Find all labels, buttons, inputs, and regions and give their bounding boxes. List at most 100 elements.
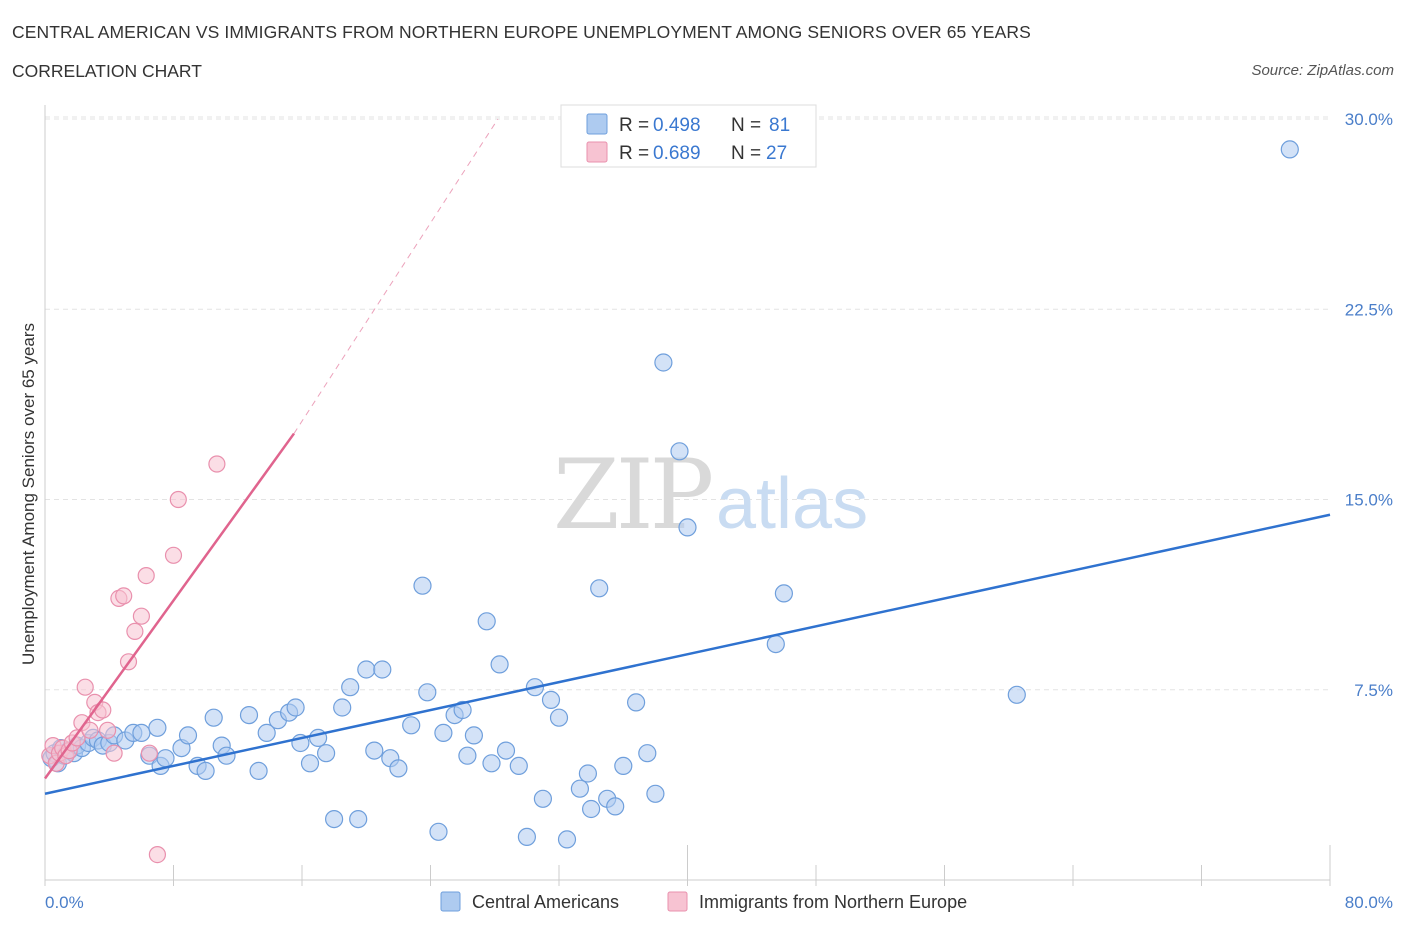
central-american-point-17 bbox=[132, 723, 151, 743]
central-american-point-47 bbox=[389, 759, 408, 778]
central-american-point-36 bbox=[300, 754, 320, 773]
central-american-point-21 bbox=[156, 749, 175, 768]
y-axis-title: Unemployment Among Seniors over 65 years bbox=[19, 323, 38, 665]
central-american-point-57 bbox=[477, 612, 496, 631]
northern-europe-point-10 bbox=[76, 678, 94, 696]
northern-europe-point-24 bbox=[148, 845, 166, 864]
trend-line-northern-europe bbox=[43, 432, 295, 780]
source-label: Source: ZipAtlas.com bbox=[1251, 62, 1394, 79]
central-american-point-31 bbox=[257, 723, 276, 743]
central-american-point-75 bbox=[626, 693, 646, 712]
central-american-point-41 bbox=[341, 678, 360, 697]
central-american-point-51 bbox=[429, 822, 448, 841]
central-american-point-38 bbox=[317, 744, 336, 763]
central-american-point-68 bbox=[570, 779, 590, 798]
central-american-point-52 bbox=[434, 723, 453, 743]
central-american-point-44 bbox=[365, 741, 384, 760]
central-american-point-70 bbox=[581, 799, 601, 819]
northern-europe-point-22 bbox=[137, 566, 155, 585]
central-american-point-30 bbox=[249, 761, 268, 781]
series-legend: Central Americans Immigrants from Northe… bbox=[440, 891, 967, 912]
central-american-point-65 bbox=[541, 690, 561, 710]
central-american-point-59 bbox=[490, 655, 509, 674]
northern-europe-point-21 bbox=[132, 607, 150, 625]
legend-swatch-central-americans bbox=[440, 891, 461, 912]
stats-legend-n-label-pink: N = bbox=[731, 143, 761, 164]
northern-europe-point-15 bbox=[98, 721, 117, 739]
central-american-point-71 bbox=[590, 579, 609, 598]
northern-europe-point-27 bbox=[208, 455, 226, 473]
central-american-point-66 bbox=[549, 708, 569, 727]
central-american-point-55 bbox=[458, 746, 477, 765]
central-american-point-82 bbox=[774, 584, 794, 603]
central-american-point-64 bbox=[533, 789, 553, 808]
central-american-point-80 bbox=[678, 518, 697, 537]
central-american-point-67 bbox=[557, 830, 577, 849]
y-tick-label-0: 7.5% bbox=[1354, 681, 1393, 700]
central-american-point-69 bbox=[578, 764, 598, 783]
stats-legend-r-label-blue: R = bbox=[619, 115, 649, 136]
northern-europe-point-26 bbox=[169, 490, 187, 509]
stats-legend-swatch-pink bbox=[586, 141, 608, 163]
central-american-point-62 bbox=[517, 827, 537, 847]
central-american-point-26 bbox=[204, 708, 223, 727]
central-american-point-74 bbox=[614, 756, 633, 776]
legend-label-central-americans: Central Americans bbox=[472, 892, 619, 912]
central-american-point-42 bbox=[349, 809, 368, 829]
watermark: ZIP atlas bbox=[553, 439, 868, 551]
trend-line-northern-europe-extension bbox=[293, 118, 499, 434]
stats-legend-n-label-blue: N = bbox=[731, 115, 761, 136]
central-american-point-84 bbox=[1280, 140, 1299, 159]
central-american-point-50 bbox=[418, 683, 437, 702]
northern-europe-point-23 bbox=[140, 744, 158, 762]
central-american-point-34 bbox=[286, 698, 305, 717]
central-american-point-81 bbox=[766, 634, 785, 654]
stats-legend: R = 0.498 N = 81 R = 0.689 N = 27 bbox=[560, 104, 817, 168]
y-tick-label-3: 30.0% bbox=[1345, 110, 1393, 129]
central-american-point-45 bbox=[373, 660, 392, 679]
chart-title: CENTRAL AMERICAN VS IMMIGRANTS FROM NORT… bbox=[12, 22, 1031, 42]
stats-legend-r-value-blue: 0.498 bbox=[653, 115, 701, 136]
y-tick-label-2: 22.5% bbox=[1345, 300, 1393, 319]
central-american-point-78 bbox=[654, 353, 673, 372]
central-american-point-40 bbox=[333, 698, 352, 717]
northern-europe-point-20 bbox=[126, 622, 144, 641]
central-american-point-83 bbox=[1007, 685, 1026, 704]
central-american-point-76 bbox=[638, 744, 657, 763]
central-american-point-49 bbox=[413, 576, 432, 595]
chart-subtitle: CORRELATION CHART bbox=[12, 61, 202, 81]
trend-line-central-americans bbox=[44, 513, 1331, 795]
tick-layer: 7.5% 15.0% 22.5% 30.0% 0.0% 80.0% bbox=[45, 110, 1393, 912]
y-tick-label-1: 15.0% bbox=[1345, 491, 1393, 510]
central-american-point-48 bbox=[402, 716, 421, 735]
x-tick-label-0: 0.0% bbox=[45, 893, 84, 912]
central-american-point-25 bbox=[196, 761, 215, 781]
central-american-point-73 bbox=[606, 797, 625, 816]
stats-legend-n-value-blue: 81 bbox=[769, 115, 790, 136]
legend-swatch-northern-europe bbox=[667, 891, 688, 912]
axis-layer bbox=[44, 105, 1331, 886]
central-american-point-58 bbox=[482, 754, 501, 773]
northern-europe-point-18 bbox=[115, 587, 133, 605]
watermark-atlas: atlas bbox=[716, 464, 868, 544]
stats-legend-r-value-pink: 0.689 bbox=[653, 143, 701, 164]
legend-label-northern-europe: Immigrants from Northern Europe bbox=[699, 892, 967, 912]
points-layer bbox=[41, 140, 1299, 864]
northern-europe-point-16 bbox=[105, 744, 123, 762]
central-american-point-39 bbox=[325, 809, 344, 829]
stats-legend-r-label-pink: R = bbox=[619, 143, 649, 164]
northern-europe-point-8 bbox=[68, 729, 86, 747]
central-american-point-29 bbox=[239, 705, 259, 725]
central-american-point-23 bbox=[178, 726, 198, 745]
northern-europe-point-11 bbox=[81, 721, 99, 739]
central-american-point-60 bbox=[496, 741, 516, 760]
central-american-point-77 bbox=[646, 784, 665, 803]
central-american-point-56 bbox=[464, 726, 483, 745]
central-american-point-61 bbox=[509, 756, 528, 776]
central-american-point-54 bbox=[453, 700, 472, 720]
central-american-point-19 bbox=[148, 718, 167, 737]
central-american-point-79 bbox=[670, 442, 689, 461]
grid-layer bbox=[45, 116, 1330, 691]
stats-legend-n-value-pink: 27 bbox=[766, 143, 787, 164]
